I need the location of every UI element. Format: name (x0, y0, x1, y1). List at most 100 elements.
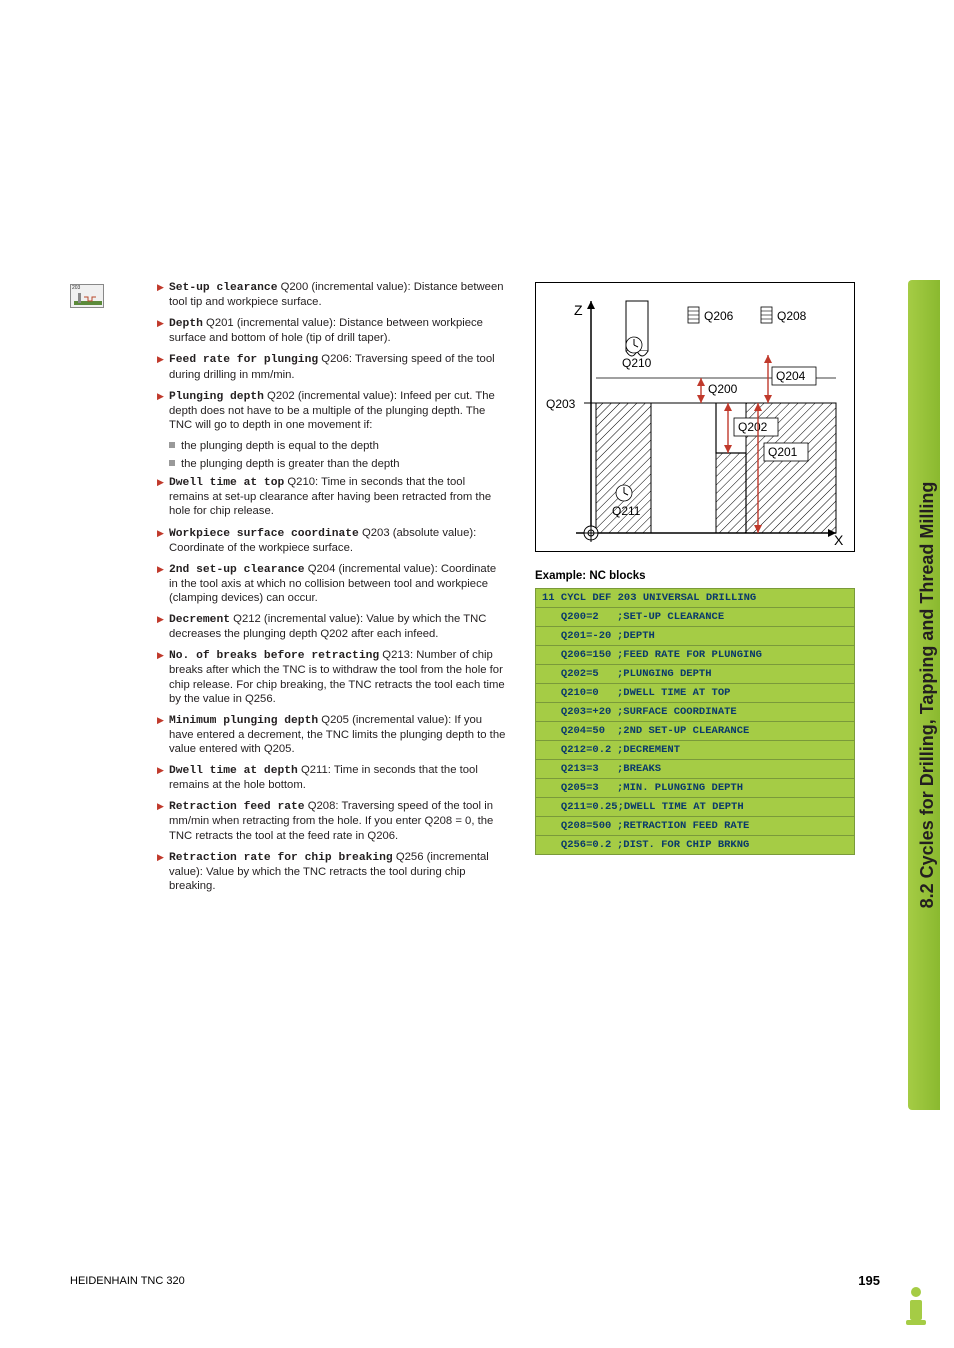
nc-comment: ;SURFACE COORDINATE (617, 706, 737, 718)
nc-block-table: 11 CYCL DEF 203 UNIVERSAL DRILLING Q200=… (535, 588, 855, 855)
square-bullet-icon (169, 460, 175, 466)
param-label: 2nd set-up clearance (169, 564, 305, 576)
param-item: ▶Set-up clearance Q200 (incremental valu… (157, 280, 507, 309)
nc-code: Q201=-20 (542, 630, 617, 642)
nc-comment: ;BREAKS (617, 763, 661, 775)
nc-code: Q203=+20 (542, 706, 617, 718)
nc-comment: ;DECREMENT (617, 744, 680, 756)
bullet-arrow-icon: ▶ (157, 282, 164, 293)
cycle-diagram: Z X Q206 (535, 282, 855, 552)
nc-row: 11 CYCL DEF 203 UNIVERSAL DRILLING (536, 589, 854, 608)
nc-row: Q202=5;PLUNGING DEPTH (536, 665, 854, 684)
nc-comment: ;2ND SET-UP CLEARANCE (617, 725, 749, 737)
bullet-arrow-icon: ▶ (157, 852, 164, 863)
nc-comment: ;FEED RATE FOR PLUNGING (617, 649, 762, 661)
nc-comment: ;DIST. FOR CHIP BRKNG (617, 839, 749, 851)
param-item: ▶No. of breaks before retracting Q213: N… (157, 648, 507, 705)
param-label: Plunging depth (169, 391, 264, 403)
cycle-icon: 203 (70, 284, 104, 308)
example-title: Example: NC blocks (535, 570, 875, 582)
nc-code: Q211=0.25 (542, 801, 618, 813)
nc-row: Q205=3;MIN. PLUNGING DEPTH (536, 779, 854, 798)
nc-row: Q208=500;RETRACTION FEED RATE (536, 817, 854, 836)
nc-row: Q204=50;2ND SET-UP CLEARANCE (536, 722, 854, 741)
nc-row: Q211=0.25;DWELL TIME AT DEPTH (536, 798, 854, 817)
bullet-arrow-icon: ▶ (157, 318, 164, 329)
page-number: 195 (858, 1273, 880, 1288)
nc-code: Q205=3 (542, 782, 617, 794)
nc-comment: ;DWELL TIME AT TOP (617, 687, 730, 699)
bullet-arrow-icon: ▶ (157, 765, 164, 776)
q200-label: Q200 (708, 382, 738, 396)
nc-code: Q206=150 (542, 649, 617, 661)
sub-item: the plunging depth is equal to the depth (157, 439, 507, 453)
param-item: ▶Retraction feed rate Q208: Traversing s… (157, 799, 507, 842)
nc-code: Q202=5 (542, 668, 617, 680)
q210-label: Q210 (622, 356, 652, 370)
param-label: Feed rate for plunging (169, 354, 318, 366)
param-label: Decrement (169, 614, 230, 626)
bullet-arrow-icon: ▶ (157, 354, 164, 365)
sub-item-text: the plunging depth is equal to the depth (181, 440, 379, 452)
q201-label: Q201 (768, 445, 798, 459)
nc-code: Q213=3 (542, 763, 617, 775)
section-tab: 8.2 Cycles for Drilling, Tapping and Thr… (908, 280, 940, 1110)
param-label: Workpiece surface coordinate (169, 528, 359, 540)
z-axis-label: Z (574, 302, 583, 318)
nc-row: Q206=150;FEED RATE FOR PLUNGING (536, 646, 854, 665)
footer-left: HEIDENHAIN TNC 320 (70, 1275, 185, 1287)
nc-comment: ;RETRACTION FEED RATE (617, 820, 749, 832)
nc-row: Q256=0.2;DIST. FOR CHIP BRKNG (536, 836, 854, 854)
q206-label: Q206 (704, 309, 734, 323)
param-item: ▶Decrement Q212 (incremental value): Val… (157, 612, 507, 641)
param-label: No. of breaks before retracting (169, 650, 379, 662)
bullet-arrow-icon: ▶ (157, 614, 164, 625)
sub-item: the plunging depth is greater than the d… (157, 457, 507, 471)
nc-code: Q256=0.2 (542, 839, 617, 851)
nc-code: Q208=500 (542, 820, 617, 832)
nc-comment: ;SET-UP CLEARANCE (617, 611, 724, 623)
nc-comment: ;PLUNGING DEPTH (617, 668, 712, 680)
nc-row: Q213=3;BREAKS (536, 760, 854, 779)
nc-comment: ;DEPTH (617, 630, 655, 642)
nc-row: Q210=0;DWELL TIME AT TOP (536, 684, 854, 703)
param-item: ▶Retraction rate for chip breaking Q256 … (157, 850, 507, 893)
nc-row: Q203=+20;SURFACE COORDINATE (536, 703, 854, 722)
param-label: Depth (169, 318, 203, 330)
bullet-arrow-icon: ▶ (157, 715, 164, 726)
info-icon (902, 1286, 930, 1326)
nc-row: Q200=2;SET-UP CLEARANCE (536, 608, 854, 627)
bullet-arrow-icon: ▶ (157, 477, 164, 488)
nc-code: Q204=50 (542, 725, 617, 737)
nc-code: Q200=2 (542, 611, 617, 623)
q203-label: Q203 (546, 397, 576, 411)
x-axis-label: X (834, 532, 844, 548)
nc-row: Q201=-20;DEPTH (536, 627, 854, 646)
param-item: ▶Plunging depth Q202 (incremental value)… (157, 389, 507, 432)
bullet-arrow-icon: ▶ (157, 801, 164, 812)
square-bullet-icon (169, 442, 175, 448)
param-label: Retraction feed rate (169, 801, 305, 813)
param-item: ▶Feed rate for plunging Q206: Traversing… (157, 352, 507, 381)
param-label: Dwell time at top (169, 477, 284, 489)
q204-label: Q204 (776, 369, 806, 383)
page-footer: HEIDENHAIN TNC 320 195 (70, 1273, 880, 1288)
q211-label: Q211 (612, 504, 641, 518)
nc-code: Q212=0.2 (542, 744, 617, 756)
param-item: ▶Minimum plunging depth Q205 (incrementa… (157, 713, 507, 756)
right-column: Z X Q206 (535, 282, 875, 855)
param-item: ▶2nd set-up clearance Q204 (incremental … (157, 562, 507, 605)
parameter-list: ▶Set-up clearance Q200 (incremental valu… (157, 280, 507, 900)
nc-row: Q212=0.2;DECREMENT (536, 741, 854, 760)
bullet-arrow-icon: ▶ (157, 528, 164, 539)
nc-comment: ;DWELL TIME AT DEPTH (618, 801, 744, 813)
param-item: ▶Workpiece surface coordinate Q203 (abso… (157, 526, 507, 555)
sub-item-text: the plunging depth is greater than the d… (181, 458, 400, 470)
param-label: Set-up clearance (169, 282, 277, 294)
bullet-arrow-icon: ▶ (157, 650, 164, 661)
param-label: Minimum plunging depth (169, 715, 318, 727)
section-tab-text: 8.2 Cycles for Drilling, Tapping and Thr… (917, 482, 938, 909)
param-item: ▶Dwell time at top Q210: Time in seconds… (157, 475, 507, 518)
q202-label: Q202 (738, 420, 768, 434)
param-item: ▶Depth Q201 (incremental value): Distanc… (157, 316, 507, 345)
